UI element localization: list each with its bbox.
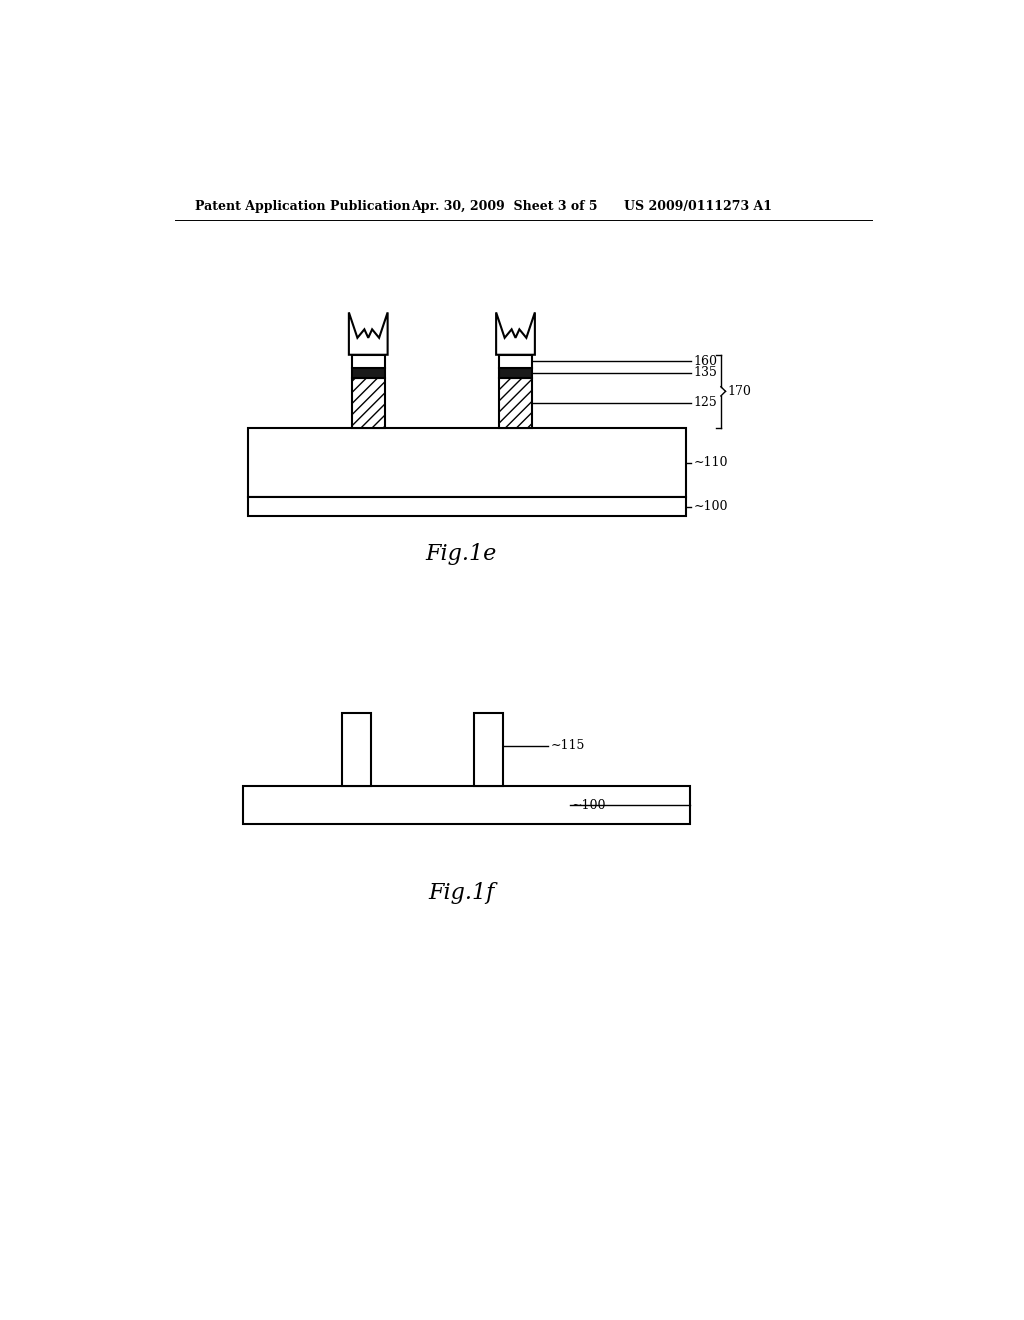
Bar (500, 378, 531, 428)
Text: Apr. 30, 2009  Sheet 3 of 5: Apr. 30, 2009 Sheet 3 of 5 (411, 201, 597, 214)
Text: 135: 135 (693, 367, 718, 379)
Text: Fig.1e: Fig.1e (426, 544, 497, 565)
Polygon shape (349, 313, 388, 355)
Text: ∼100: ∼100 (572, 799, 606, 812)
Bar (243, 785, 690, 825)
Bar (500, 368, 531, 378)
Text: ∼115: ∼115 (550, 739, 585, 752)
Bar (352, 378, 385, 428)
Text: ∼110: ∼110 (693, 455, 728, 469)
Bar (248, 498, 686, 516)
Bar (342, 713, 372, 785)
Text: Fig.1f: Fig.1f (428, 882, 495, 904)
Bar (248, 428, 686, 498)
Bar (474, 713, 503, 785)
Bar (500, 355, 531, 368)
Text: 125: 125 (693, 396, 718, 409)
Text: US 2009/0111273 A1: US 2009/0111273 A1 (624, 201, 772, 214)
Text: ∼100: ∼100 (693, 500, 728, 513)
Text: Patent Application Publication: Patent Application Publication (196, 201, 411, 214)
Text: 160: 160 (693, 355, 718, 368)
Polygon shape (496, 313, 535, 355)
Bar (352, 368, 385, 378)
Bar (352, 355, 385, 368)
Text: 170: 170 (728, 385, 752, 397)
